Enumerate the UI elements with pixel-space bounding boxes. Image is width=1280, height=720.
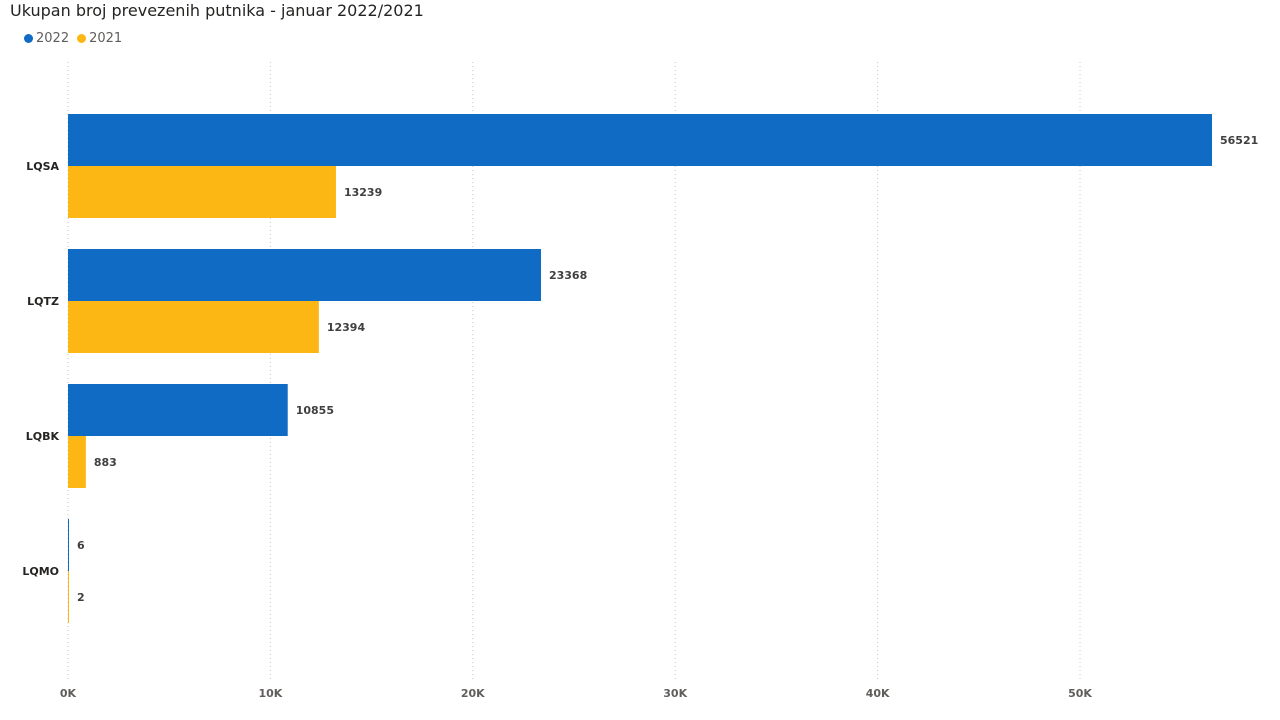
legend-label-2021: 2021: [89, 31, 123, 46]
legend-marker-2021: [77, 34, 87, 43]
data-label: 12394: [327, 321, 366, 334]
category-label: LQTZ: [27, 295, 59, 308]
data-label: 883: [94, 456, 117, 469]
x-tick-label: 10K: [258, 687, 282, 700]
bar-2022-lqsa[interactable]: [68, 114, 1212, 166]
bar-2021-lqsa[interactable]: [68, 166, 336, 218]
legend-item-2021[interactable]: 2021: [77, 31, 122, 46]
x-tick-label: 0K: [60, 687, 77, 700]
data-label: 13239: [344, 186, 382, 199]
legend-marker-2022: [24, 34, 33, 43]
category-label: LQSA: [26, 160, 59, 173]
data-label: 6: [77, 539, 85, 552]
bar-2021-lqtz[interactable]: [68, 301, 319, 353]
x-tick-label: 20K: [461, 687, 485, 700]
data-label: 56521: [1220, 134, 1258, 147]
bar-2021-lqbk[interactable]: [68, 436, 86, 488]
data-label: 23368: [549, 269, 587, 282]
x-tick-label: 40K: [866, 687, 890, 700]
bar-2022-lqtz[interactable]: [68, 249, 541, 301]
bar-2021-lqmo[interactable]: [68, 571, 69, 623]
legend[interactable]: 2022 2021: [24, 31, 122, 46]
data-label: 10855: [296, 404, 334, 417]
x-tick-label: 30K: [663, 687, 687, 700]
bar-2022-lqbk[interactable]: [68, 384, 288, 436]
bar-2022-lqmo[interactable]: [68, 519, 69, 571]
category-label: LQMO: [22, 565, 59, 578]
data-label: 2: [77, 591, 85, 604]
legend-item-2022[interactable]: 2022: [24, 31, 69, 46]
category-label: LQBK: [26, 430, 60, 443]
x-tick-label: 50K: [1068, 687, 1092, 700]
chart-title: Ukupan broj prevezenih putnika - januar …: [10, 1, 424, 20]
legend-label-2022: 2022: [36, 31, 70, 46]
